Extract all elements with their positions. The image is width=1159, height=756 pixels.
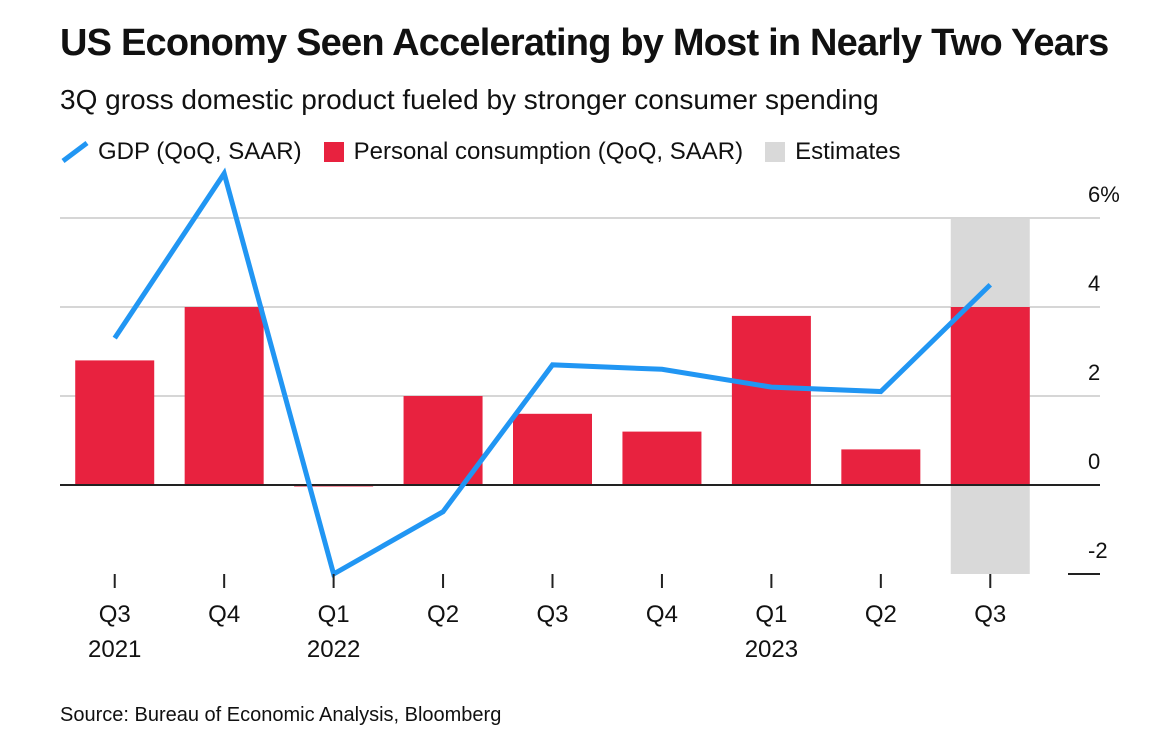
consumption-bar — [75, 360, 155, 485]
y-tick-label: 2 — [1088, 360, 1100, 385]
legend-item-gdp: GDP (QoQ, SAAR) — [60, 138, 302, 166]
x-tick-label: Q2 — [427, 601, 459, 628]
consumption-bar — [950, 307, 1030, 485]
consumption-bar — [513, 413, 592, 485]
consumption-bar — [403, 396, 483, 485]
y-tick-label: -2 — [1088, 538, 1108, 563]
legend-label-consumption: Personal consumption (QoQ, SAAR) — [353, 138, 744, 165]
y-tick-label: 4 — [1088, 271, 1100, 296]
x-tick-label: Q3 — [99, 601, 131, 628]
x-tick-label: Q1 — [755, 601, 787, 628]
x-year-label: 2023 — [745, 636, 798, 663]
legend-swatch-estimates — [765, 142, 786, 162]
x-tick-label: Q1 — [318, 601, 350, 628]
y-tick-label: 0 — [1088, 449, 1100, 474]
x-tick-label: Q4 — [208, 601, 240, 628]
legend-label-estimates: Estimates — [795, 138, 901, 165]
chart-legend: GDP (QoQ, SAAR) Personal consumption (Qo… — [60, 137, 922, 167]
legend-swatch-consumption — [323, 142, 344, 162]
x-tick-label: Q4 — [646, 601, 678, 628]
chart-title: US Economy Seen Accelerating by Most in … — [60, 22, 1109, 64]
legend-item-consumption: Personal consumption (QoQ, SAAR) — [323, 138, 744, 166]
x-year-label: 2021 — [88, 636, 141, 663]
consumption-bar — [841, 449, 921, 485]
consumption-bar — [731, 315, 811, 485]
x-year-label: 2022 — [307, 636, 360, 663]
legend-label-gdp: GDP (QoQ, SAAR) — [98, 138, 302, 165]
source-note: Source: Bureau of Economic Analysis, Blo… — [60, 704, 502, 726]
chart-subtitle: 3Q gross domestic product fueled by stro… — [60, 84, 879, 115]
consumption-bar — [622, 431, 702, 485]
legend-line-icon — [61, 141, 89, 163]
legend-item-estimates: Estimates — [765, 138, 900, 166]
x-tick-label: Q3 — [536, 601, 568, 628]
x-tick-label: Q2 — [865, 601, 897, 628]
consumption-bar — [184, 307, 264, 485]
x-tick-label: Q3 — [974, 601, 1006, 628]
y-tick-label: 6% — [1088, 182, 1120, 207]
